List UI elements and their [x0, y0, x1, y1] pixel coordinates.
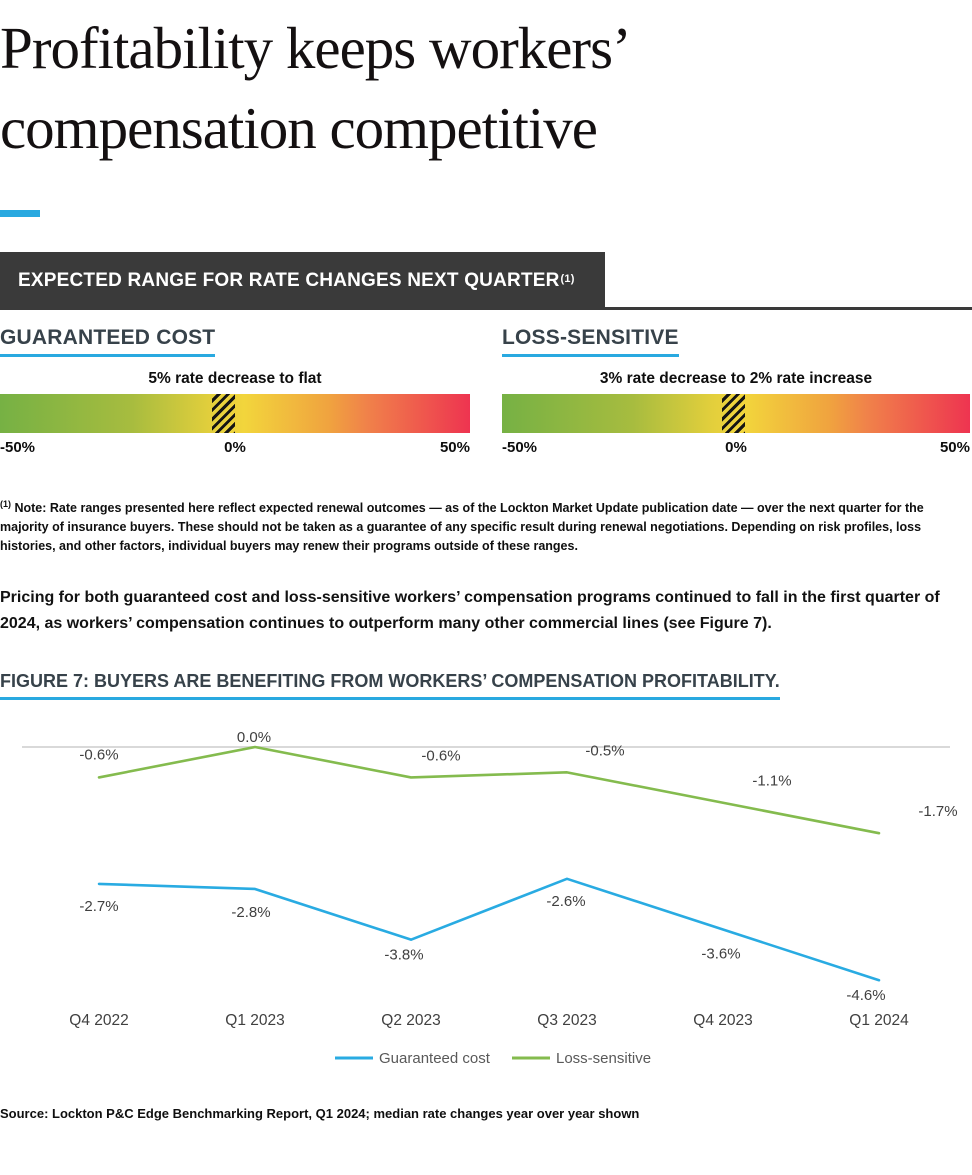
footnote-marker: (1) — [0, 499, 11, 509]
scale-mid-label: 0% — [725, 439, 747, 456]
guaranteed-cost-range-label: 5% rate decrease to flat — [148, 370, 322, 387]
x-axis-label: Q4 2022 — [69, 1012, 128, 1029]
figure7-line-chart: -2.7% -2.8% -3.8% -2.6% -3.6% -4.6% -0.6% 0.0% -… — [22, 729, 958, 1067]
data-label: -4.6% — [846, 987, 885, 1004]
accent-dash — [0, 210, 40, 217]
page-title: Profitability keeps workers’ compensatio… — [0, 8, 760, 168]
loss-sensitive-range-label: 3% rate decrease to 2% rate increase — [599, 370, 873, 387]
data-label: -0.6% — [421, 747, 460, 764]
rate-range-banner-label: EXPECTED RANGE FOR RATE CHANGES NEXT QUA… — [18, 269, 560, 291]
data-label: -1.1% — [752, 773, 791, 790]
body-paragraph: Pricing for both guaranteed cost and los… — [0, 589, 940, 632]
x-axis-label: Q1 2023 — [225, 1012, 284, 1029]
guaranteed-cost-scale: -50% 0% 50% — [0, 439, 470, 459]
page-title-line1: Profitability keeps workers’ — [0, 15, 632, 81]
x-axis-label: Q1 2024 — [849, 1012, 909, 1029]
figure7-heading: FIGURE 7: BUYERS ARE BENEFITING FROM WOR… — [0, 671, 780, 700]
legend-label-0: Guaranteed cost — [379, 1050, 491, 1067]
rate-bar-hatch — [721, 394, 746, 433]
data-label: -3.6% — [701, 945, 740, 962]
rate-bar-hatch — [211, 394, 235, 433]
data-label: -0.6% — [79, 746, 118, 763]
page-title-line2: compensation competitive — [0, 95, 598, 161]
guaranteed-cost-section: GUARANTEED COST 5% rate decrease to flat… — [0, 326, 470, 466]
loss-sensitive-gradient-bar — [502, 394, 970, 433]
x-axis-label: Q2 2023 — [381, 1012, 440, 1029]
loss-sensitive-heading: LOSS-SENSITIVE — [502, 326, 679, 357]
guaranteed-cost-gradient-bar — [0, 394, 470, 433]
x-axis-label: Q3 2023 — [537, 1012, 596, 1029]
data-label: 0.0% — [237, 729, 271, 746]
scale-min-label: -50% — [502, 439, 538, 456]
data-label: -0.5% — [585, 742, 624, 759]
series-line-1 — [97, 745, 881, 835]
series-line-0 — [97, 877, 881, 982]
footnote-text: Note: Rate ranges presented here reflect… — [0, 501, 924, 553]
data-label: -2.6% — [546, 893, 585, 910]
footnote: (1) Note: Rate ranges presented here ref… — [0, 498, 972, 555]
banner-footnote-marker: (1) — [560, 272, 575, 285]
scale-max-label: 50% — [939, 439, 970, 456]
data-label: -2.7% — [79, 898, 118, 915]
data-label: -2.8% — [231, 904, 270, 921]
loss-sensitive-section: LOSS-SENSITIVE 3% rate decrease to 2% ra… — [502, 326, 970, 466]
scale-min-label: -50% — [0, 439, 36, 456]
scale-max-label: 50% — [439, 439, 470, 456]
guaranteed-cost-heading: GUARANTEED COST — [0, 326, 216, 357]
rate-range-banner: EXPECTED RANGE FOR RATE CHANGES NEXT QUA… — [0, 252, 605, 309]
x-axis-label: Q4 2023 — [693, 1012, 752, 1029]
source-line: Source: Lockton P&C Edge Benchmarking Re… — [0, 1106, 640, 1121]
legend-label-1: Loss-sensitive — [556, 1050, 651, 1067]
data-label: -1.7% — [918, 803, 957, 820]
scale-mid-label: 0% — [224, 439, 246, 456]
data-label: -3.8% — [384, 947, 423, 964]
loss-sensitive-scale: -50% 0% 50% — [502, 439, 970, 459]
